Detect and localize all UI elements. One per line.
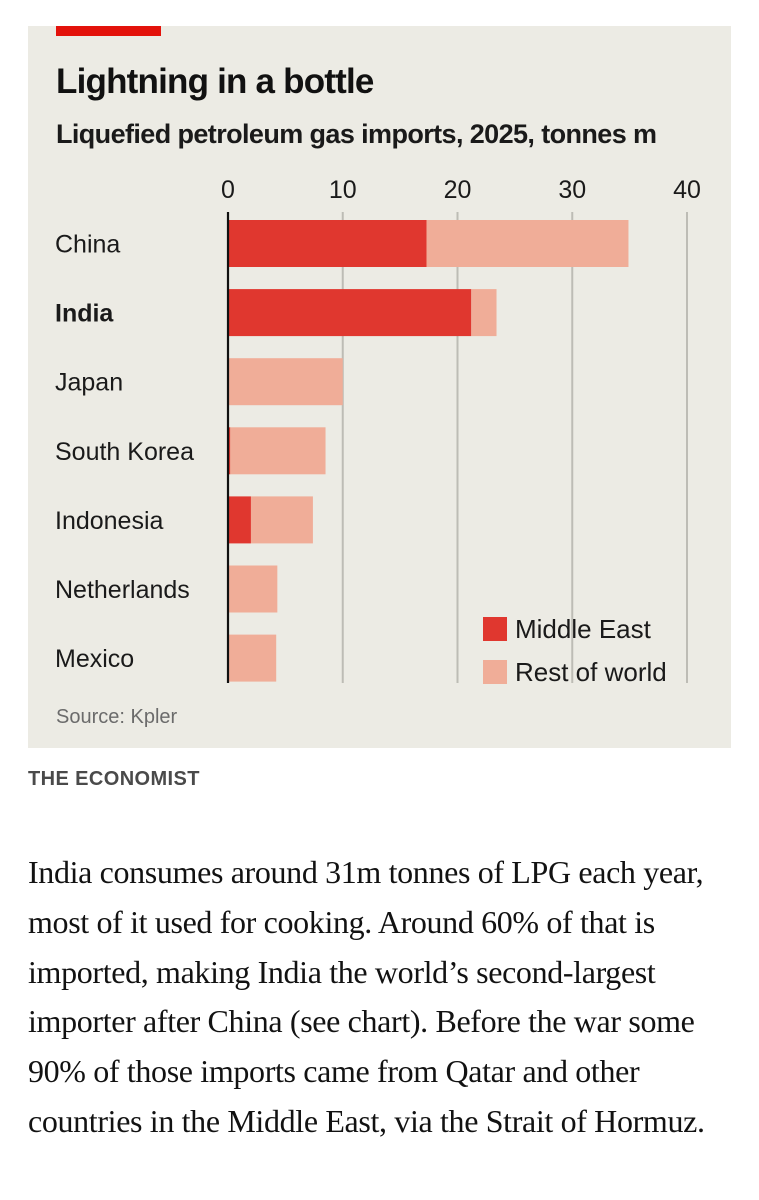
chart-title: Lightning in a bottle [56, 62, 374, 101]
x-tick-label-10: 10 [329, 176, 357, 204]
chart-panel: 0 10 20 30 40 China India Japan South Korea Indon… [28, 26, 731, 748]
publisher-credit: THE ECONOMIST [28, 768, 200, 790]
stacked-bar-chart: 0 10 20 30 40 China India Japan South Korea Indon… [55, 176, 701, 687]
bar-india-rest-of-world [471, 289, 497, 337]
bar-china-rest-of-world [426, 220, 629, 267]
category-label-netherlands: Netherlands [55, 576, 190, 604]
legend-label-rest-of-world: Rest of world [515, 657, 667, 687]
bar-indonesia-rest-of-world [250, 496, 313, 544]
category-label-india: India [55, 300, 114, 328]
x-tick-label-20: 20 [444, 176, 472, 204]
bar-japan-rest-of-world [228, 358, 343, 406]
chart-accent-tag [56, 26, 161, 36]
category-label-mexico: Mexico [55, 645, 134, 673]
category-label-japan: Japan [55, 369, 123, 397]
category-label-indonesia: Indonesia [55, 507, 164, 535]
legend-swatch-middle-east [483, 617, 507, 641]
chart-source: Source: Kpler [56, 706, 178, 728]
bar-south-korea-middle-east [228, 427, 231, 475]
x-tick-label-40: 40 [673, 176, 701, 204]
chart-subtitle: Liquefied petroleum gas imports, 2025, t… [56, 119, 657, 149]
category-label-china: China [55, 231, 120, 259]
bar-mexico-rest-of-world [228, 634, 277, 682]
bar-india-middle-east [228, 289, 472, 337]
category-label-south-korea: South Korea [55, 438, 194, 466]
bar-indonesia-middle-east [228, 496, 251, 544]
article-paragraph: India consumes around 31m tonnes of LPG … [28, 854, 705, 1139]
legend-swatch-rest-of-world [483, 660, 507, 684]
bar-netherlands-rest-of-world [228, 565, 278, 613]
x-tick-label-30: 30 [558, 176, 586, 204]
legend-label-middle-east: Middle East [515, 614, 652, 644]
x-tick-label-0: 0 [221, 176, 235, 204]
bar-china-middle-east [228, 220, 427, 267]
bar-south-korea-rest-of-world [230, 427, 326, 475]
